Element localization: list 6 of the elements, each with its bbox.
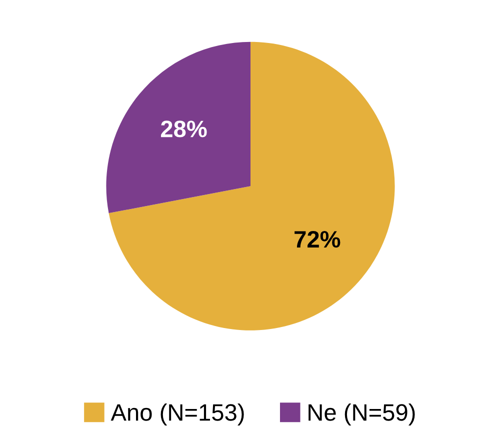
- data-label: 72%: [294, 230, 340, 248]
- pie-slice: [106, 42, 250, 214]
- legend-label: Ne (N=59): [308, 404, 415, 426]
- legend-label: Ano (N=153): [110, 404, 244, 426]
- pie-slice: [108, 42, 395, 330]
- data-label: 28%: [160, 120, 207, 138]
